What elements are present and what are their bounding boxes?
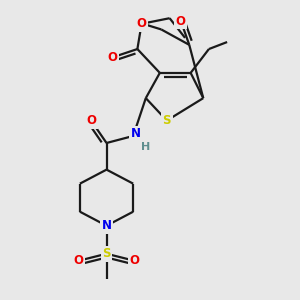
Text: N: N [101, 219, 112, 232]
Text: O: O [136, 17, 147, 30]
Text: S: S [102, 247, 111, 260]
Text: O: O [86, 114, 96, 127]
Text: O: O [74, 254, 83, 267]
Text: O: O [130, 254, 140, 267]
Text: H: H [141, 142, 150, 152]
Text: O: O [107, 51, 117, 64]
Text: N: N [130, 127, 140, 140]
Text: O: O [176, 14, 186, 28]
Text: S: S [163, 114, 171, 127]
